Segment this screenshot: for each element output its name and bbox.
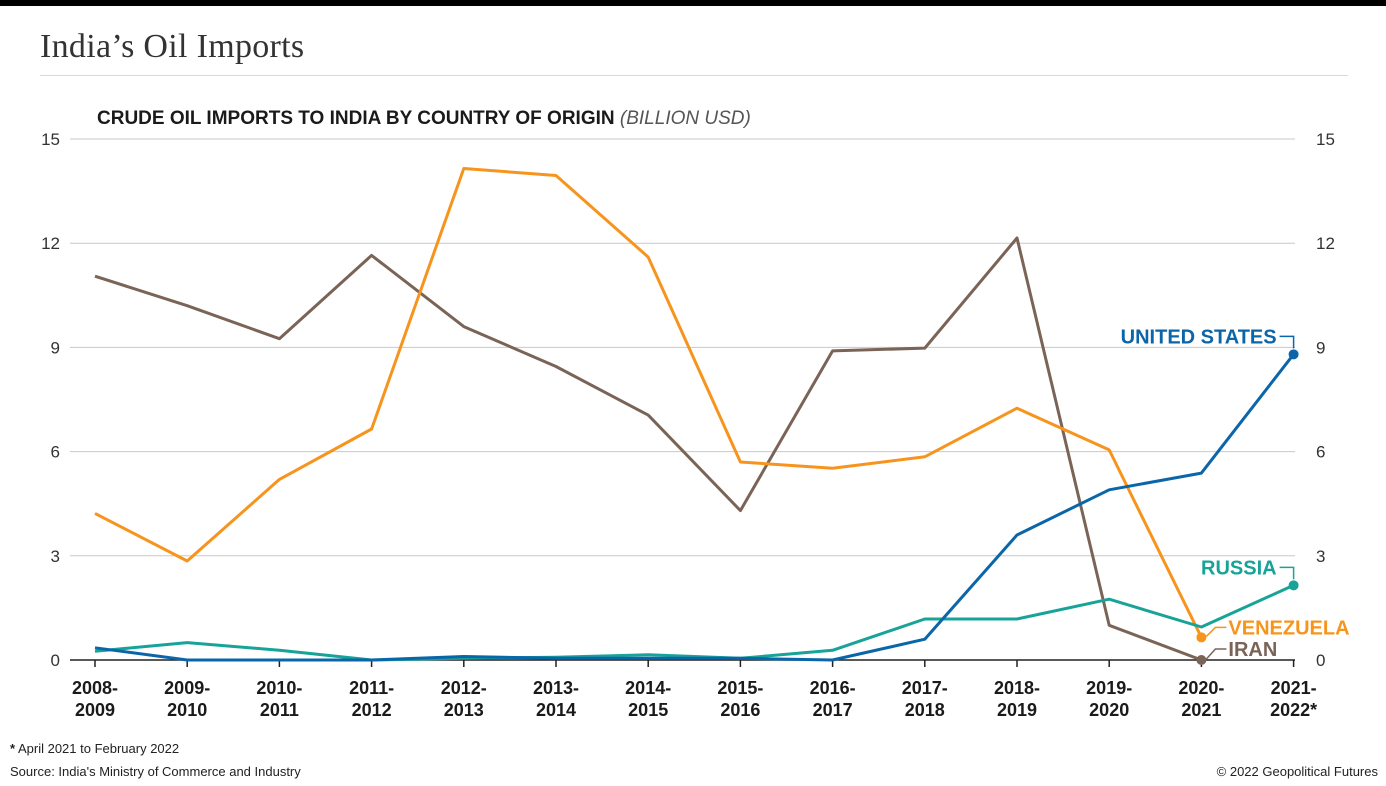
source-note: Source: India's Ministry of Commerce and… (10, 764, 301, 779)
top-bar (0, 0, 1386, 6)
series-label-russia: RUSSIA (1201, 557, 1277, 579)
x-tick-label: 2012 (352, 700, 392, 720)
y-tick-label-left: 12 (41, 234, 60, 253)
title-divider (40, 75, 1348, 76)
x-tick-label: 2010 (167, 700, 207, 720)
x-tick-label: 2011- (349, 678, 394, 698)
series-line-russia (94, 583, 1295, 662)
x-tick-label: 2021- (1271, 678, 1317, 698)
x-tick-label: 2009- (164, 678, 210, 698)
y-tick-label-right: 15 (1316, 130, 1335, 149)
x-tick-label: 2009 (75, 700, 115, 720)
y-tick-label-left: 9 (51, 338, 60, 357)
x-tick-label: 2021 (1181, 700, 1221, 720)
x-tick-label: 2017 (813, 700, 853, 720)
x-tick-label: 2019- (1086, 678, 1132, 698)
y-tick-label-right: 9 (1316, 338, 1325, 357)
y-tick-label-left: 0 (51, 651, 60, 670)
footnote-text: April 2021 to February 2022 (17, 741, 180, 756)
x-tick-label: 2016 (720, 700, 760, 720)
series-label-venezuela: VENEZUELA (1228, 617, 1349, 639)
y-tick-label-right: 0 (1316, 651, 1325, 670)
x-tick-label: 2013- (533, 678, 579, 698)
x-tick-label: 2020- (1178, 678, 1224, 698)
series-label-leader-russia (1279, 566, 1295, 580)
x-tick-label: 2012- (441, 678, 487, 698)
x-tick-label: 2019 (997, 700, 1037, 720)
series-label-leader-iran (1205, 648, 1227, 660)
y-tick-label-right: 3 (1316, 547, 1325, 566)
y-tick-label-left: 3 (51, 547, 60, 566)
x-tick-label: 2013 (444, 700, 484, 720)
y-tick-label-left: 15 (41, 130, 60, 149)
x-tick-label: 2017- (902, 678, 948, 698)
y-tick-label-right: 12 (1316, 234, 1335, 253)
chart-unit: (BILLION USD) (619, 108, 751, 129)
series-label-leader-venezuela (1205, 626, 1227, 637)
x-tick-label: 2018 (905, 700, 945, 720)
series-end-marker-iran (1196, 655, 1207, 665)
series-label-leader-united-states (1279, 335, 1295, 349)
y-tick-label-right: 6 (1316, 443, 1325, 462)
chart-title-text: CRUDE OIL IMPORTS TO INDIA BY COUNTRY OF… (97, 108, 615, 129)
series-line-venezuela (94, 167, 1203, 639)
series-label-iran: IRAN (1228, 639, 1277, 661)
footnote-mark: * (10, 741, 16, 756)
x-tick-label: 2022* (1270, 700, 1317, 720)
x-tick-label: 2014- (625, 678, 671, 698)
copyright: © 2022 Geopolitical Futures (1216, 764, 1378, 779)
x-tick-label: 2014 (536, 700, 576, 720)
series-end-marker-russia (1288, 580, 1299, 591)
chart-title: CRUDE OIL IMPORTS TO INDIA BY COUNTRY OF… (97, 108, 751, 130)
x-tick-label: 2008- (72, 678, 118, 698)
series-line-iran (94, 236, 1202, 662)
footnote: * April 2021 to February 2022 (10, 741, 179, 756)
x-tick-label: 2010- (256, 678, 302, 698)
series-end-marker-united-states (1288, 349, 1299, 360)
x-tick-label: 2015 (628, 700, 668, 720)
series-end-marker-venezuela (1196, 632, 1207, 643)
y-tick-label-left: 6 (51, 443, 60, 462)
x-tick-label: 2015- (717, 678, 763, 698)
x-tick-label: 2016- (810, 678, 856, 698)
x-tick-label: 2018- (994, 678, 1040, 698)
page-title: India’s Oil Imports (40, 28, 305, 65)
series-line-united-states (94, 353, 1295, 662)
series-label-united-states: UNITED STATES (1121, 326, 1277, 348)
x-tick-label: 2011 (260, 700, 299, 720)
x-tick-label: 2020 (1089, 700, 1129, 720)
